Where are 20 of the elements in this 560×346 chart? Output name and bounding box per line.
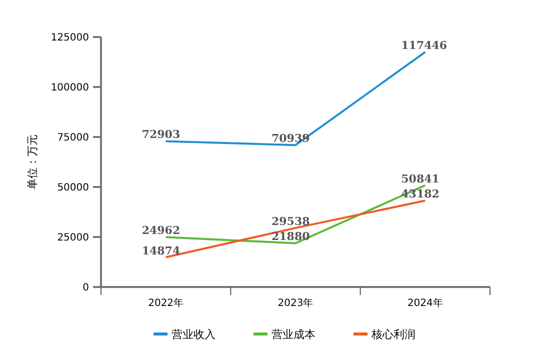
y-tick-label: 0: [82, 282, 89, 294]
y-tick-label: 75000: [57, 132, 89, 144]
data-label: 50841: [401, 172, 440, 186]
data-label: 21880: [272, 230, 310, 244]
y-tick-label: 25000: [57, 232, 89, 244]
y-axis-title: 单位：万元: [26, 134, 39, 190]
legend-label: 核心利润: [370, 328, 416, 341]
legend-label: 营业收入: [172, 328, 216, 341]
y-tick-label: 100000: [50, 82, 89, 94]
legend-label: 营业成本: [272, 328, 316, 341]
data-label: 14874: [142, 244, 180, 258]
x-tick-label: 2023年: [278, 297, 314, 309]
data-label: 24962: [142, 224, 180, 238]
y-tick-label: 125000: [50, 32, 89, 44]
data-label: 29538: [272, 214, 310, 228]
data-label: 117446: [401, 39, 448, 52]
x-tick-label: 2022年: [148, 297, 184, 309]
x-tick-label: 2024年: [407, 297, 443, 309]
y-tick-label: 50000: [57, 182, 89, 194]
data-label: 72903: [142, 128, 180, 142]
